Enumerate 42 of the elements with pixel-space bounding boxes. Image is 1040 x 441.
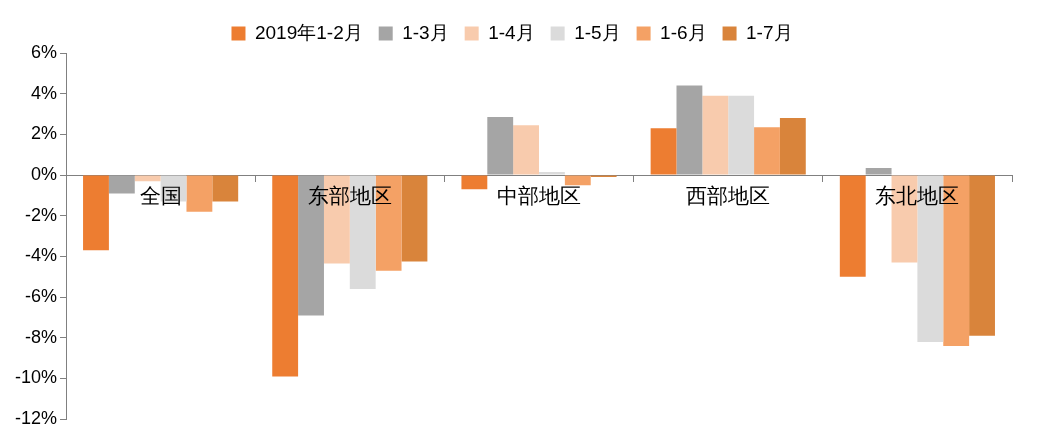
y-tick-label: -8% xyxy=(25,326,58,347)
bar xyxy=(108,175,135,194)
bar xyxy=(539,172,565,175)
y-tick-label: -6% xyxy=(25,286,58,307)
y-tick-label: -2% xyxy=(25,204,58,225)
bar xyxy=(134,175,161,182)
x-tick-label: 东北地区 xyxy=(875,184,960,208)
x-tick-label: 东部地区 xyxy=(307,184,392,208)
bar xyxy=(564,175,591,186)
bar xyxy=(83,175,109,251)
bar xyxy=(779,118,806,175)
bar xyxy=(401,175,428,262)
legend-label: 1-4月 xyxy=(488,21,535,43)
x-tick-label: 中部地区 xyxy=(497,184,582,208)
legend-label: 1-3月 xyxy=(402,21,449,43)
y-tick-label: 0% xyxy=(31,164,58,185)
bar xyxy=(728,95,755,175)
y-tick-label: 2% xyxy=(31,123,58,144)
bar xyxy=(513,125,540,175)
y-tick-label: 4% xyxy=(31,82,58,103)
x-tick-label: 全国 xyxy=(139,184,182,208)
bar xyxy=(212,175,239,202)
bar xyxy=(487,117,514,175)
bar xyxy=(650,128,677,175)
bar xyxy=(186,175,213,212)
legend-label: 1-5月 xyxy=(574,21,621,43)
bar xyxy=(969,175,995,336)
bar xyxy=(865,167,892,175)
bar xyxy=(461,175,488,190)
y-tick-label: -12% xyxy=(14,408,58,429)
legend-label: 2019年1-2月 xyxy=(254,21,363,43)
bar xyxy=(676,85,703,175)
bar xyxy=(839,175,866,277)
bar xyxy=(754,127,780,175)
legend-label: 1-6月 xyxy=(660,21,707,43)
legend-label: 1-7月 xyxy=(746,21,793,43)
x-tick-label: 西部地区 xyxy=(686,184,771,208)
y-tick-label: -4% xyxy=(25,245,58,266)
y-tick-label: -10% xyxy=(14,367,58,388)
bar xyxy=(702,95,729,175)
bar xyxy=(272,175,299,377)
y-tick-label: 6% xyxy=(31,41,58,62)
